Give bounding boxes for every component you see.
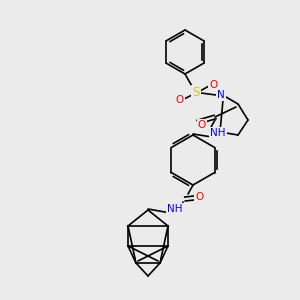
Text: NH: NH bbox=[210, 128, 226, 138]
Text: S: S bbox=[192, 86, 200, 100]
Text: O: O bbox=[176, 95, 184, 105]
Text: O: O bbox=[209, 80, 217, 90]
Text: N: N bbox=[217, 90, 225, 100]
Text: O: O bbox=[198, 120, 206, 130]
Text: O: O bbox=[195, 192, 203, 202]
Text: NH: NH bbox=[167, 204, 183, 214]
